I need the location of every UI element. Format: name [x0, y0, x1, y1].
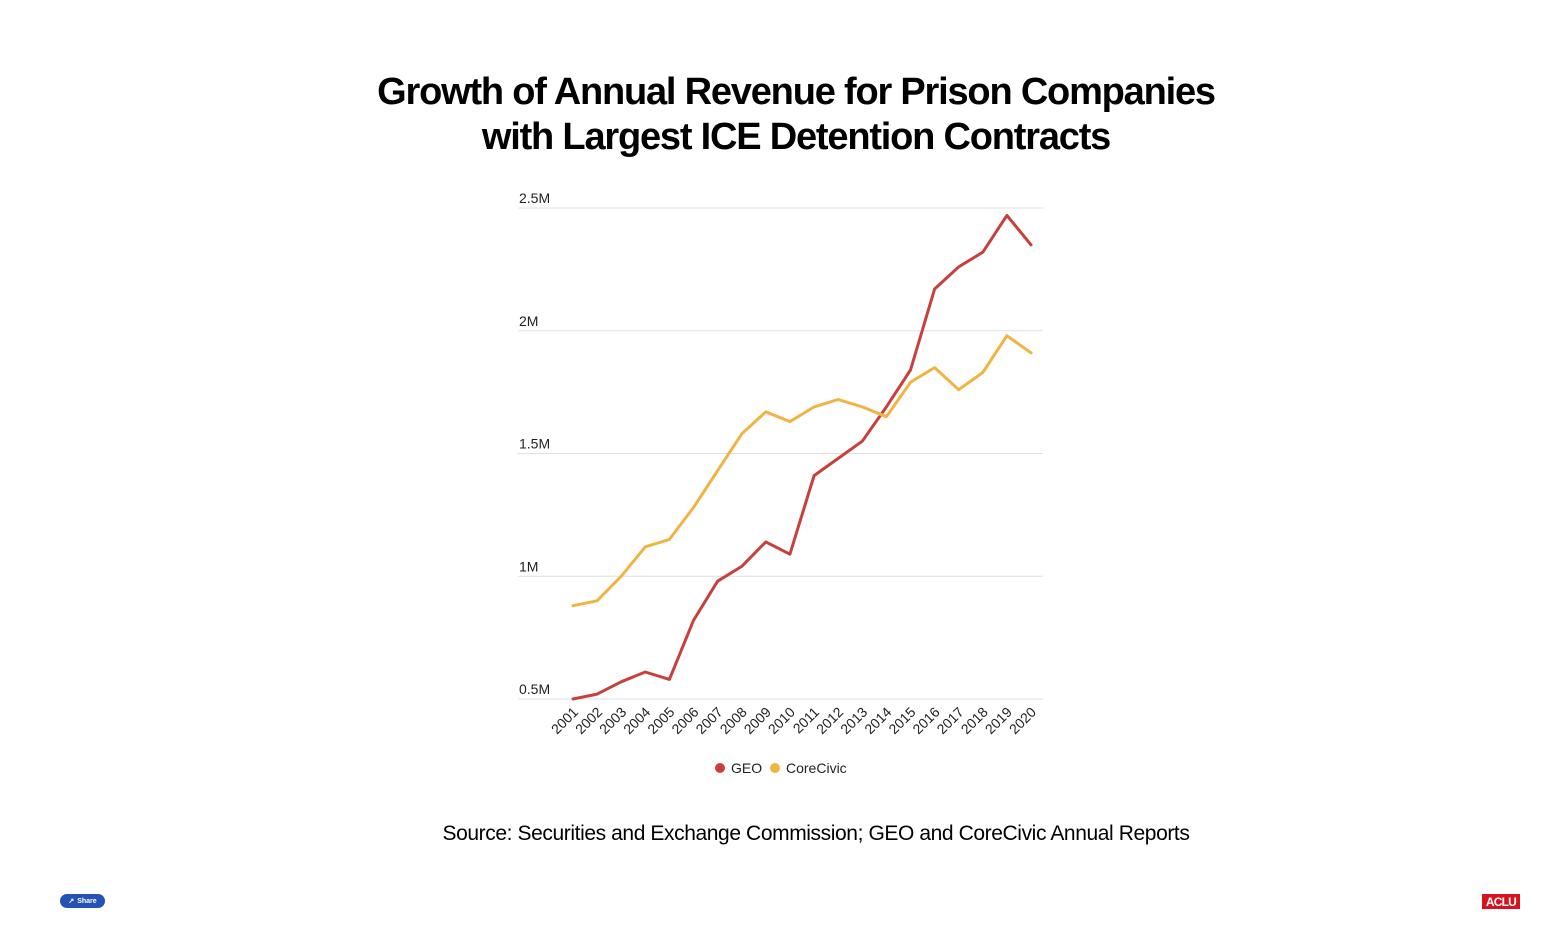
legend-label-geo: GEO: [731, 760, 762, 776]
y-tick-label: 2M: [519, 313, 538, 329]
x-tick-label: 2020: [1006, 704, 1039, 737]
legend-marker-corecivic: [770, 763, 780, 773]
aclu-logo: ACLU: [1482, 894, 1520, 909]
line-chart: 0.5M1M1.5M2M2.5M200120022003200420052006…: [518, 190, 1043, 776]
y-tick-label: 1.5M: [519, 436, 550, 452]
chart-title-line-2: with Largest ICE Detention Contracts: [481, 116, 1111, 158]
chart-title: Growth of Annual Revenue for Prison Comp…: [0, 70, 1564, 160]
legend-label-corecivic: CoreCivic: [786, 760, 847, 776]
series-line-corecivic: [571, 334, 1033, 608]
share-button-label: Share: [77, 897, 97, 905]
y-tick-label: 0.5M: [519, 681, 550, 697]
y-tick-label: 1M: [519, 558, 538, 574]
share-icon: ↗: [68, 897, 75, 905]
chart-title-line-1: Growth of Annual Revenue for Prison Comp…: [377, 71, 1216, 113]
series-line-geo: [571, 213, 1033, 701]
share-button[interactable]: ↗ Share: [60, 894, 105, 908]
source-note: Source: Securities and Exchange Commissi…: [442, 822, 1190, 845]
legend-marker-geo: [715, 763, 725, 773]
y-tick-label: 2.5M: [519, 190, 550, 206]
